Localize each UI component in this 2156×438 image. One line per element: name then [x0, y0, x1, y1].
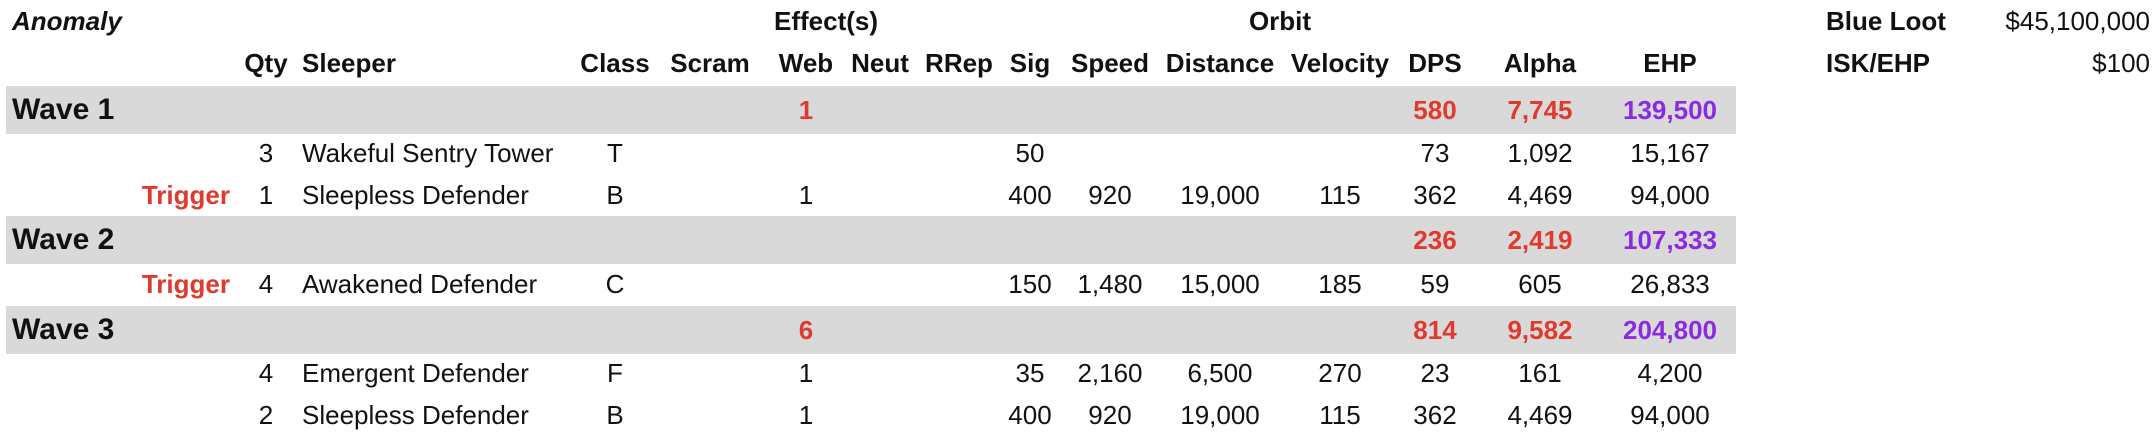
velocity-cell: 115 [1319, 180, 1361, 210]
wave-dps-total: 236 [1413, 225, 1457, 255]
dps-cell: 73 [1420, 138, 1450, 168]
wave-alpha-total: 9,582 [1507, 315, 1573, 345]
wave-web-total: 6 [798, 315, 814, 345]
sleeper-header: Sleeper [302, 48, 396, 78]
sig-cell: 150 [1008, 269, 1052, 299]
blue-loot-label: Blue Loot [1826, 6, 1946, 36]
orbit-header: Orbit [1248, 6, 1312, 36]
qty-cell: 4 [258, 358, 274, 388]
velocity-cell: 185 [1318, 269, 1362, 299]
web-cell: 1 [798, 358, 814, 388]
sig-cell: 400 [1008, 400, 1052, 430]
class-cell: B [606, 180, 624, 210]
dps-cell: 23 [1420, 358, 1450, 388]
velocity-cell: 270 [1318, 358, 1362, 388]
dps-cell: 362 [1413, 400, 1457, 430]
trigger-label: Trigger [141, 180, 230, 210]
neut-header: Neut [851, 48, 909, 78]
ehp-cell: 94,000 [1630, 180, 1710, 210]
wave-ehp-total: 204,800 [1623, 315, 1717, 345]
web-cell: 1 [798, 180, 814, 210]
ehp-cell: 15,167 [1630, 138, 1710, 168]
ehp-header: EHP [1643, 48, 1697, 78]
sleeper-cell: Wakeful Sentry Tower [302, 138, 554, 168]
alpha-cell: 4,469 [1507, 400, 1573, 430]
class-cell: T [607, 138, 623, 168]
sleeper-cell: Sleepless Defender [302, 180, 529, 210]
scram-header: Scram [670, 48, 750, 78]
distance-cell: 19,000 [1180, 180, 1260, 210]
sleeper-cell: Sleepless Defender [302, 400, 529, 430]
alpha-cell: 4,469 [1507, 180, 1573, 210]
sig-cell: 400 [1008, 180, 1052, 210]
speed-cell: 920 [1088, 180, 1132, 210]
class-cell: C [605, 269, 625, 299]
web-cell: 1 [798, 400, 814, 430]
speed-header: Speed [1070, 48, 1150, 78]
wave-band [6, 216, 1736, 264]
web-header: Web [778, 48, 834, 78]
wave-ehp-total: 107,333 [1623, 225, 1717, 255]
velocity-cell: 115 [1319, 400, 1361, 430]
qty-cell: 2 [258, 400, 274, 430]
distance-cell: 6,500 [1187, 358, 1253, 388]
wave-band [6, 306, 1736, 354]
dps-cell: 362 [1413, 180, 1457, 210]
qty-cell: 3 [258, 138, 274, 168]
wave-ehp-total: 139,500 [1623, 95, 1717, 125]
wave-title: Wave 3 [12, 313, 115, 346]
sig-cell: 50 [1015, 138, 1045, 168]
wave-dps-total: 814 [1413, 315, 1457, 345]
distance-cell: 15,000 [1180, 269, 1260, 299]
sig-header: Sig [1009, 48, 1051, 78]
ehp-cell: 26,833 [1630, 269, 1710, 299]
class-cell: F [607, 358, 623, 388]
wave-band [6, 86, 1736, 134]
rrep-header: RRep [925, 48, 993, 78]
ehp-cell: 94,000 [1630, 400, 1710, 430]
distance-header: Distance [1165, 48, 1275, 78]
sleeper-cell: Awakened Defender [302, 269, 538, 299]
sleeper-cell: Emergent Defender [302, 358, 529, 388]
speed-cell: 1,480 [1077, 269, 1143, 299]
alpha-cell: 161 [1518, 358, 1562, 388]
alpha-cell: 1,092 [1507, 138, 1573, 168]
alpha-header: Alpha [1503, 48, 1577, 78]
dps-header: DPS [1408, 48, 1462, 78]
velocity-header: Velocity [1290, 48, 1390, 78]
speed-cell: 920 [1088, 400, 1132, 430]
wave-alpha-total: 7,745 [1507, 95, 1573, 125]
blue-loot-value: $45,100,000 [2005, 6, 2150, 36]
qty-cell: 1 [258, 180, 274, 210]
wave-title: Wave 2 [12, 223, 115, 256]
ehp-cell: 4,200 [1637, 358, 1703, 388]
effects-header: Effect(s) [773, 6, 878, 36]
wave-alpha-total: 2,419 [1507, 225, 1573, 255]
wave-web-total: 1 [798, 95, 814, 125]
sig-cell: 35 [1015, 358, 1045, 388]
wave-dps-total: 580 [1413, 95, 1457, 125]
class-header: Class [580, 48, 650, 78]
isk-ehp-value: $100 [2092, 48, 2150, 78]
qty-cell: 4 [258, 269, 274, 299]
qty-header: Qty [244, 48, 288, 78]
anomaly-header: Anomaly [12, 6, 122, 36]
trigger-label: Trigger [141, 269, 230, 299]
isk-ehp-label: ISK/EHP [1826, 48, 1931, 78]
class-cell: B [606, 400, 624, 430]
wave-title: Wave 1 [12, 93, 115, 126]
alpha-cell: 605 [1518, 269, 1562, 299]
speed-cell: 2,160 [1077, 358, 1143, 388]
dps-cell: 59 [1420, 269, 1450, 299]
distance-cell: 19,000 [1180, 400, 1260, 430]
